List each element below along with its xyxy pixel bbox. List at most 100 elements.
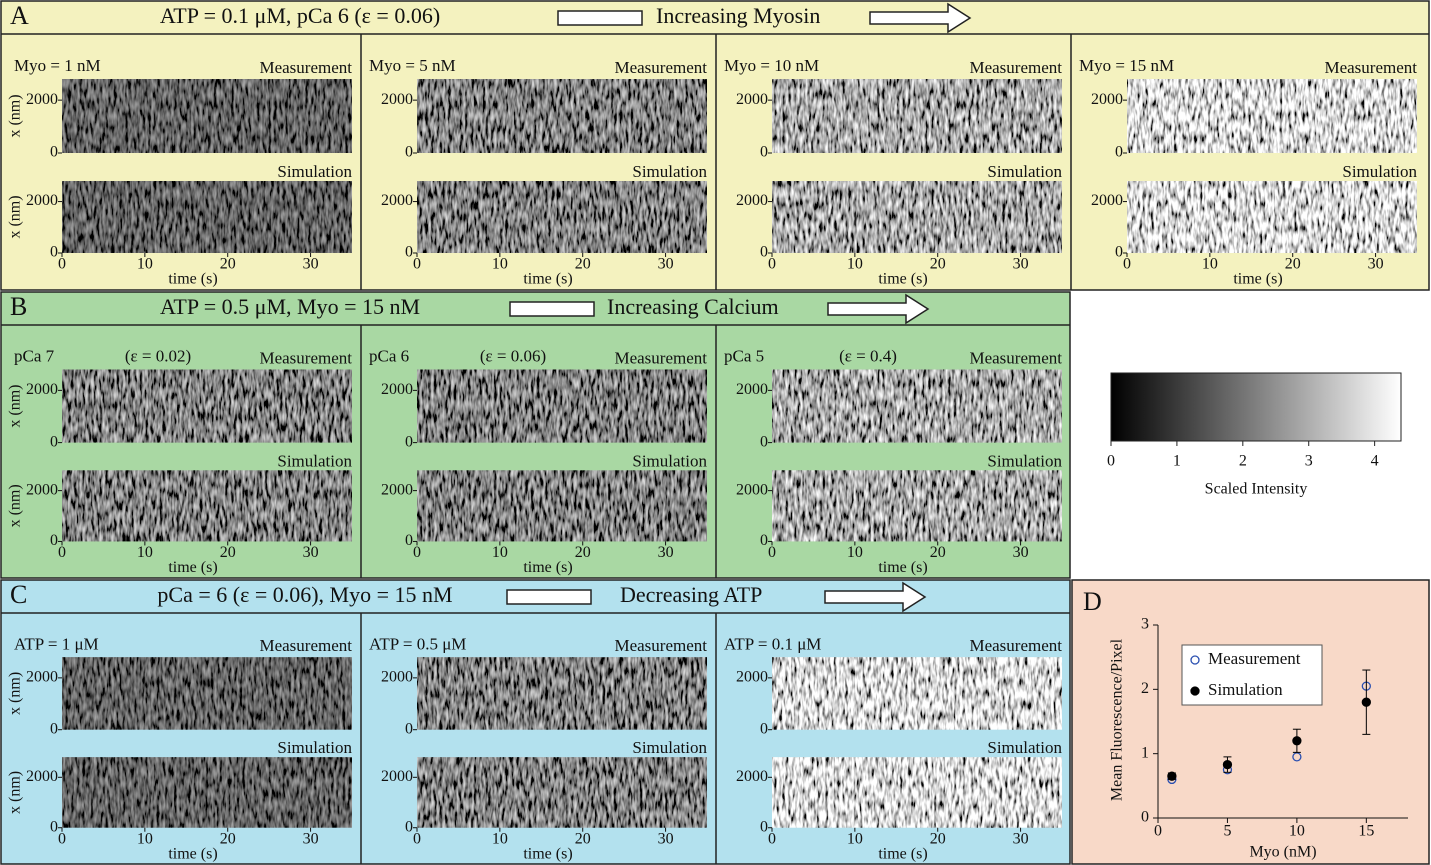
y-tick-label: 0 xyxy=(405,433,413,450)
x-tick-label: 30 xyxy=(1013,830,1029,847)
column-label: Myo = 1 nM xyxy=(14,56,101,75)
simulation-label: Simulation xyxy=(987,451,1062,470)
x-tick-label: 0 xyxy=(413,830,421,847)
y-tick-label: 2000 xyxy=(381,481,413,498)
x-tick-label: 0 xyxy=(58,830,66,847)
x-axis-label: time (s) xyxy=(1233,271,1282,288)
column-label: ATP = 1 μM xyxy=(14,634,99,653)
arrow-bar xyxy=(510,302,594,316)
y-tick-label: 2000 xyxy=(26,768,58,785)
column-label: pCa 5 xyxy=(724,347,764,366)
y-tick-label: 2000 xyxy=(1091,192,1123,209)
measurement-label: Measurement xyxy=(614,636,707,655)
x-tick-label: 10 xyxy=(847,830,863,847)
column-label: pCa 7 xyxy=(14,347,55,366)
x-tick-label: 20 xyxy=(220,256,236,273)
colorbar xyxy=(1111,373,1401,441)
panel-letter: D xyxy=(1083,587,1102,616)
y-tick-label: 0 xyxy=(1141,809,1149,826)
kymograph xyxy=(62,470,352,541)
y-tick-label: 2000 xyxy=(26,381,58,398)
x-tick-label: 0 xyxy=(768,544,776,561)
arrow-label: Increasing Myosin xyxy=(656,3,820,28)
x-tick-label: 30 xyxy=(658,256,674,273)
legend-label: Measurement xyxy=(1208,649,1301,668)
arrow-bar xyxy=(558,11,642,25)
column-label: ATP = 0.1 μM xyxy=(724,634,821,653)
y-tick-label: 2000 xyxy=(381,192,413,209)
y-tick-label: 0 xyxy=(760,244,768,261)
x-tick-label: 30 xyxy=(303,256,319,273)
x-axis-label: time (s) xyxy=(523,845,572,862)
epsilon: (ε = 0.06) xyxy=(480,347,546,366)
measurement-label: Measurement xyxy=(259,58,352,77)
x-tick-label: 20 xyxy=(220,544,236,561)
x-tick-label: 10 xyxy=(492,544,508,561)
simulation-label: Simulation xyxy=(1342,162,1417,181)
x-tick-label: 30 xyxy=(1013,544,1029,561)
x-tick-label: 10 xyxy=(137,256,153,273)
y-tick-label: 0 xyxy=(760,818,768,835)
kymograph xyxy=(417,369,707,442)
y-tick-label: 2000 xyxy=(26,192,58,209)
y-tick-label: 0 xyxy=(1115,144,1123,161)
x-tick-label: 10 xyxy=(1289,823,1305,840)
legend-marker xyxy=(1191,687,1199,695)
kymograph xyxy=(772,79,1062,153)
y-tick-label: 2000 xyxy=(736,381,768,398)
kymograph xyxy=(417,757,707,828)
y-axis-label: x (nm) xyxy=(7,672,24,715)
x-tick-label: 20 xyxy=(575,830,591,847)
x-tick-label: 10 xyxy=(492,256,508,273)
arrow-label: Decreasing ATP xyxy=(620,582,762,607)
y-tick-label: 2000 xyxy=(381,669,413,686)
condition: ATP = 0.1 μM, pCa 6 (ε = 0.06) xyxy=(160,3,440,28)
y-axis-label: Mean Fluorescence/Pixel xyxy=(1109,638,1126,801)
figure: A ATP = 0.1 μM, pCa 6 (ε = 0.06) Increasin… xyxy=(0,0,1431,865)
x-tick-label: 30 xyxy=(1368,256,1384,273)
x-tick-label: 30 xyxy=(658,544,674,561)
y-tick-label: 2000 xyxy=(736,91,768,108)
kymograph xyxy=(1127,79,1417,153)
x-axis-label: time (s) xyxy=(878,271,927,288)
x-tick-label: 0 xyxy=(58,544,66,561)
kymograph xyxy=(62,757,352,828)
measurement-label: Measurement xyxy=(1324,58,1417,77)
x-tick-label: 20 xyxy=(1285,256,1301,273)
point xyxy=(1362,698,1370,706)
x-tick-label: 20 xyxy=(575,544,591,561)
y-tick-label: 2 xyxy=(1141,680,1149,697)
kymograph xyxy=(772,181,1062,253)
y-tick-label: 0 xyxy=(405,244,413,261)
x-tick-label: 10 xyxy=(847,544,863,561)
panel-letter: A xyxy=(10,1,29,30)
x-tick-label: 10 xyxy=(492,830,508,847)
y-tick-label: 0 xyxy=(50,532,58,549)
x-tick-label: 0 xyxy=(1123,256,1131,273)
kymograph xyxy=(62,369,352,442)
x-tick-label: 20 xyxy=(930,544,946,561)
y-tick-label: 0 xyxy=(405,818,413,835)
y-tick-label: 1 xyxy=(1141,744,1149,761)
y-tick-label: 2000 xyxy=(1091,91,1123,108)
y-tick-label: 2000 xyxy=(381,381,413,398)
y-tick-label: 2000 xyxy=(26,669,58,686)
x-tick-label: 10 xyxy=(137,830,153,847)
y-axis-label: x (nm) xyxy=(7,384,24,427)
measurement-label: Measurement xyxy=(259,349,352,368)
condition: ATP = 0.5 μM, Myo = 15 nM xyxy=(160,294,420,319)
y-tick-label: 0 xyxy=(760,433,768,450)
point xyxy=(1223,761,1231,769)
y-tick-label: 0 xyxy=(1115,244,1123,261)
x-tick-label: 0 xyxy=(768,830,776,847)
simulation-label: Simulation xyxy=(277,451,352,470)
y-tick-label: 2000 xyxy=(736,768,768,785)
colorbar-tick-label: 1 xyxy=(1173,453,1181,470)
y-tick-label: 2000 xyxy=(26,481,58,498)
kymograph xyxy=(417,657,707,730)
y-tick-label: 0 xyxy=(50,818,58,835)
x-axis-label: time (s) xyxy=(168,845,217,862)
point xyxy=(1168,772,1176,780)
y-axis-label: x (nm) xyxy=(7,94,24,137)
measurement-label: Measurement xyxy=(969,58,1062,77)
